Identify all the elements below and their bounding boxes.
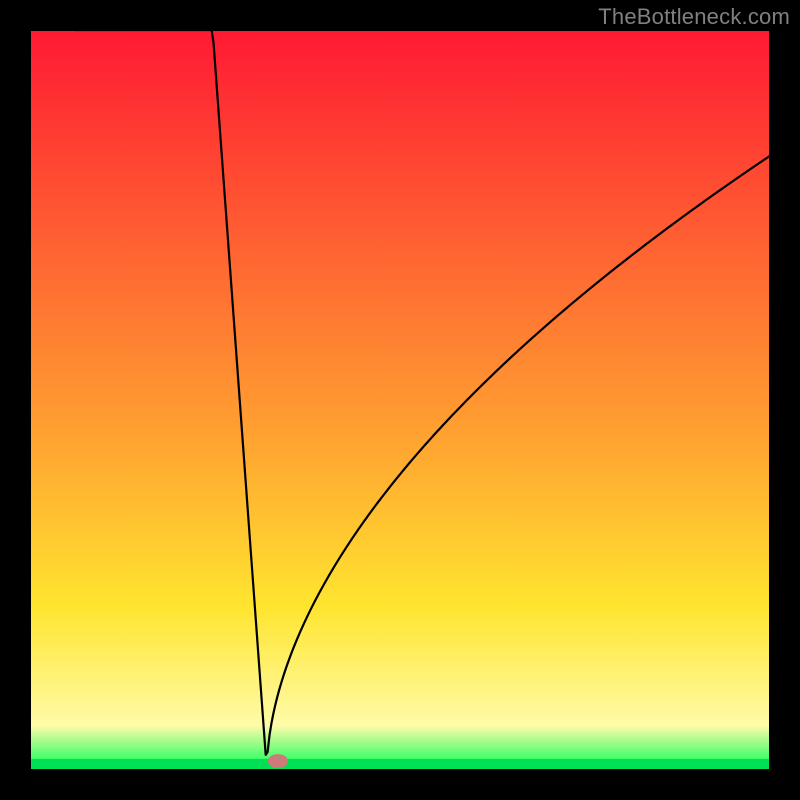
watermark-text: TheBottleneck.com xyxy=(598,4,790,30)
chart-background xyxy=(30,30,770,770)
green-band xyxy=(30,759,770,770)
bottleneck-chart xyxy=(30,30,770,770)
optimal-point-marker xyxy=(268,754,288,768)
chart-container xyxy=(30,30,770,770)
